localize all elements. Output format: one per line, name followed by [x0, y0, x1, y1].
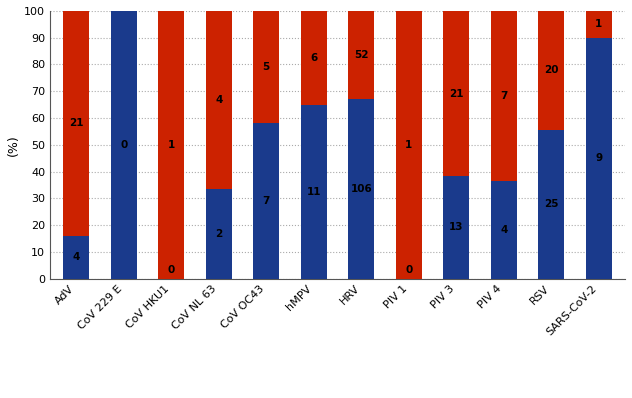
Text: 4: 4: [215, 95, 222, 105]
Text: 7: 7: [262, 195, 270, 206]
Bar: [538, 11, 564, 130]
Bar: [253, 11, 279, 123]
Bar: [301, 105, 327, 279]
Text: 1: 1: [595, 20, 602, 29]
Bar: [586, 38, 612, 279]
Text: 9: 9: [595, 153, 602, 163]
Text: 13: 13: [449, 222, 464, 232]
Bar: [443, 11, 470, 176]
Text: 52: 52: [354, 50, 368, 60]
Text: 1: 1: [405, 140, 413, 150]
Bar: [586, 11, 612, 38]
Text: 0: 0: [120, 140, 127, 150]
Bar: [111, 11, 137, 279]
Text: 11: 11: [307, 187, 321, 197]
Text: 4: 4: [500, 225, 507, 235]
Text: 0: 0: [405, 265, 413, 275]
Text: 2: 2: [215, 229, 222, 239]
Bar: [205, 11, 232, 189]
Text: 25: 25: [544, 199, 559, 209]
Text: 4: 4: [73, 252, 80, 262]
Bar: [158, 11, 185, 279]
Bar: [396, 11, 422, 279]
Bar: [491, 181, 517, 279]
Bar: [63, 11, 89, 236]
Text: 1: 1: [167, 140, 175, 150]
Bar: [491, 11, 517, 181]
Text: 0: 0: [167, 265, 175, 275]
Bar: [538, 130, 564, 279]
Text: 6: 6: [310, 53, 317, 63]
Text: 21: 21: [449, 89, 464, 99]
Bar: [348, 99, 374, 279]
Y-axis label: (%): (%): [7, 134, 20, 156]
Bar: [253, 123, 279, 279]
Bar: [63, 236, 89, 279]
Text: 21: 21: [69, 118, 83, 129]
Bar: [301, 11, 327, 105]
Text: 20: 20: [544, 65, 559, 75]
Bar: [348, 11, 374, 99]
Bar: [443, 176, 470, 279]
Legend: Mono-infection, Co-detection: Mono-infection, Co-detection: [56, 397, 177, 398]
Text: 5: 5: [263, 62, 270, 72]
Text: 106: 106: [350, 184, 372, 194]
Text: 7: 7: [500, 91, 507, 101]
Bar: [205, 189, 232, 279]
